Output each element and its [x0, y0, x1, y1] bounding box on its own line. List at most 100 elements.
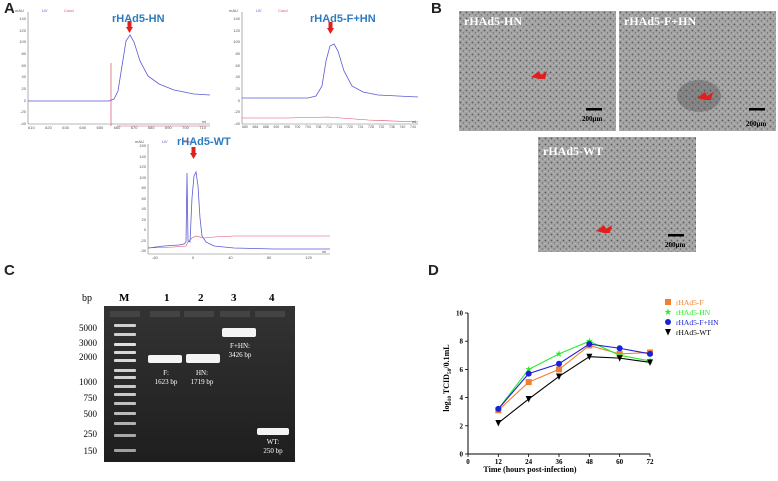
gel-band-hn-label: HN: 1719 bp	[190, 369, 214, 386]
micrograph-hn-label: rHAd5-HN	[464, 14, 522, 28]
micrograph-fhn-scale: 200μm	[746, 120, 767, 128]
chromatogram-hn: mAU UV Cond ml 140 120 100 80 60 40 20 0 -20 -40 …	[14, 6, 214, 131]
series-line-2	[497, 343, 651, 410]
micrograph-fhn-label: rHAd5-F+HN	[624, 14, 697, 28]
chart-x-tick-label: 0	[466, 458, 470, 466]
arrow-wt	[596, 225, 612, 233]
gel-band-fhn	[222, 328, 256, 337]
peak-arrow-fhn	[327, 28, 334, 34]
chromatogram-hn-x-ticks: 610 620 630 640 650 660 670 680 690 700 710	[28, 125, 206, 130]
data-point	[556, 366, 562, 373]
data-point	[586, 353, 593, 361]
gel-lane-2: 2	[198, 292, 204, 304]
data-point	[525, 379, 532, 386]
data-point	[495, 405, 502, 412]
micrograph-wt-scale: 200μm	[665, 241, 686, 249]
chromatogram-wt: mAU UV Cond ml 150 140 120 100 80 60 40 20 0 -20-…	[134, 136, 334, 262]
data-point	[616, 351, 624, 359]
legend-label-2: rHAd5-F+HN	[676, 318, 719, 327]
data-point	[556, 360, 562, 367]
data-point	[525, 396, 532, 403]
chart-y-tick-label: 6	[460, 366, 464, 374]
legend-marker-2	[665, 319, 671, 325]
chromatogram-hn-legend-cond: Cond	[64, 8, 74, 13]
data-point	[616, 355, 623, 362]
chromatogram-fhn-x-ticks: 680 684 688 692 696 700 704 708 712 716 720 724 728 7…	[242, 125, 416, 129]
series-line-0	[497, 344, 651, 411]
chromatogram-hn-title: rHAd5-HN	[112, 13, 165, 25]
chart-x-tick-label: 48	[586, 458, 594, 466]
chart-x-tick-label: 36	[556, 458, 564, 466]
gel-lane-1: 1	[164, 292, 170, 304]
data-point	[585, 337, 593, 345]
chart-x-tick-label: 24	[525, 458, 533, 466]
gel-ladder-labels: 5000 3000 2000 1000 750 500 250 150	[79, 323, 97, 456]
arrow-hn	[531, 71, 547, 79]
panel-label-b: B	[431, 0, 442, 17]
scale-bar-hn	[586, 108, 602, 111]
chromatogram-fhn-y-ticks: 140 120 100 80 60 40 20 0 -20 -40	[233, 16, 240, 126]
chromatogram-fhn-plot	[241, 12, 419, 125]
legend-marker-0	[665, 299, 671, 305]
micrograph-wt-label: rHAd5-WT	[543, 144, 603, 158]
data-point	[525, 370, 532, 377]
data-point	[586, 341, 593, 348]
chart-y-tick-label: 10	[456, 310, 464, 318]
data-point	[555, 350, 563, 357]
panel-label-c: C	[4, 262, 15, 279]
micrograph-wt: rHAd5-WT 200μm	[538, 137, 696, 252]
panel-label-a: A	[4, 0, 15, 17]
chromatogram-fhn-unit: mAU	[229, 8, 238, 13]
chart-y-tick-label: 0	[460, 451, 464, 459]
scale-bar-fhn	[749, 108, 765, 111]
gel-band-hn	[186, 354, 220, 363]
panel-label-d: D	[428, 262, 439, 279]
chromatogram-wt-plot	[147, 144, 330, 255]
gel-band-fhn-label: F+HN: 3426 bp	[228, 342, 252, 359]
gel-lane-4: 4	[269, 292, 275, 304]
data-point	[556, 373, 562, 380]
legend-label-0: rHAd5-F	[676, 298, 704, 307]
legend-label-3: rHAd5-WT	[676, 328, 711, 337]
chart-y-tick-label: 8	[460, 338, 464, 346]
chart-x-tick-label: 72	[647, 458, 655, 466]
gel-lane-3: 3	[231, 292, 237, 304]
gel-band-f-label: F: 1623 bp	[154, 369, 178, 386]
legend-label-1: rHAd5-HN	[676, 308, 711, 317]
gel-band-wt	[257, 428, 289, 435]
chromatogram-wt-legend-uv: UV	[162, 139, 168, 144]
peak-arrow-hn	[126, 27, 133, 33]
data-point	[647, 359, 653, 366]
series-line-1	[497, 340, 651, 410]
gel-lane-m: M	[119, 292, 130, 304]
chromatogram-wt-title: rHAd5-WT	[177, 136, 231, 148]
data-point	[525, 365, 533, 373]
chart-xlabel: Time (hours post-infection)	[483, 465, 577, 474]
peak-arrow-wt	[190, 153, 197, 159]
chromatogram-wt-axis-unit: ml	[322, 249, 327, 254]
scale-bar-wt	[668, 234, 684, 237]
gel-band-wt-label: WT: 250 bp	[263, 438, 283, 455]
chromatogram-hn-legend-uv: UV	[42, 8, 48, 13]
chromatogram-wt-legend-cond: Cond	[184, 139, 194, 144]
data-point	[647, 350, 653, 357]
chart-y-tick-label: 2	[460, 422, 464, 430]
chromatogram-wt-y-ticks: 150 140 120 100 80 60 40 20 0 -20 -30	[139, 143, 146, 253]
chromatogram-wt-unit: mAU	[135, 139, 144, 144]
chromatogram-hn-y-ticks: 140 120 100 80 60 40 20 0 -20 -40	[19, 16, 26, 126]
growth-chart: 0 2 4 6 8 10 0 12 24 36 48 60 72 rHAd5-F rHAd5-HN rHAd…	[435, 298, 775, 476]
chromatogram-hn-unit: mAU	[15, 8, 24, 13]
gel-band-f	[148, 355, 182, 363]
chromatogram-fhn-legend-cond: Cond	[278, 8, 288, 13]
arrow-fhn	[697, 92, 713, 100]
legend-marker-1	[664, 308, 672, 316]
chromatogram-fhn: mAU UV Cond ml 140 120 100 80 60 40 20 0 -20 -40 …	[228, 6, 420, 131]
chart-x-tick-label: 12	[495, 458, 503, 466]
legend-marker-3	[665, 329, 671, 336]
gel-image: F: 1623 bp HN: 1719 bp F+HN: 3426 bp WT: 250…	[104, 306, 295, 462]
chromatogram-hn-plot	[27, 12, 211, 127]
micrograph-hn-scale: 200μm	[582, 115, 603, 123]
chromatogram-fhn-axis-unit: ml	[412, 119, 417, 124]
chromatogram-hn-axis-unit: ml	[202, 119, 207, 124]
